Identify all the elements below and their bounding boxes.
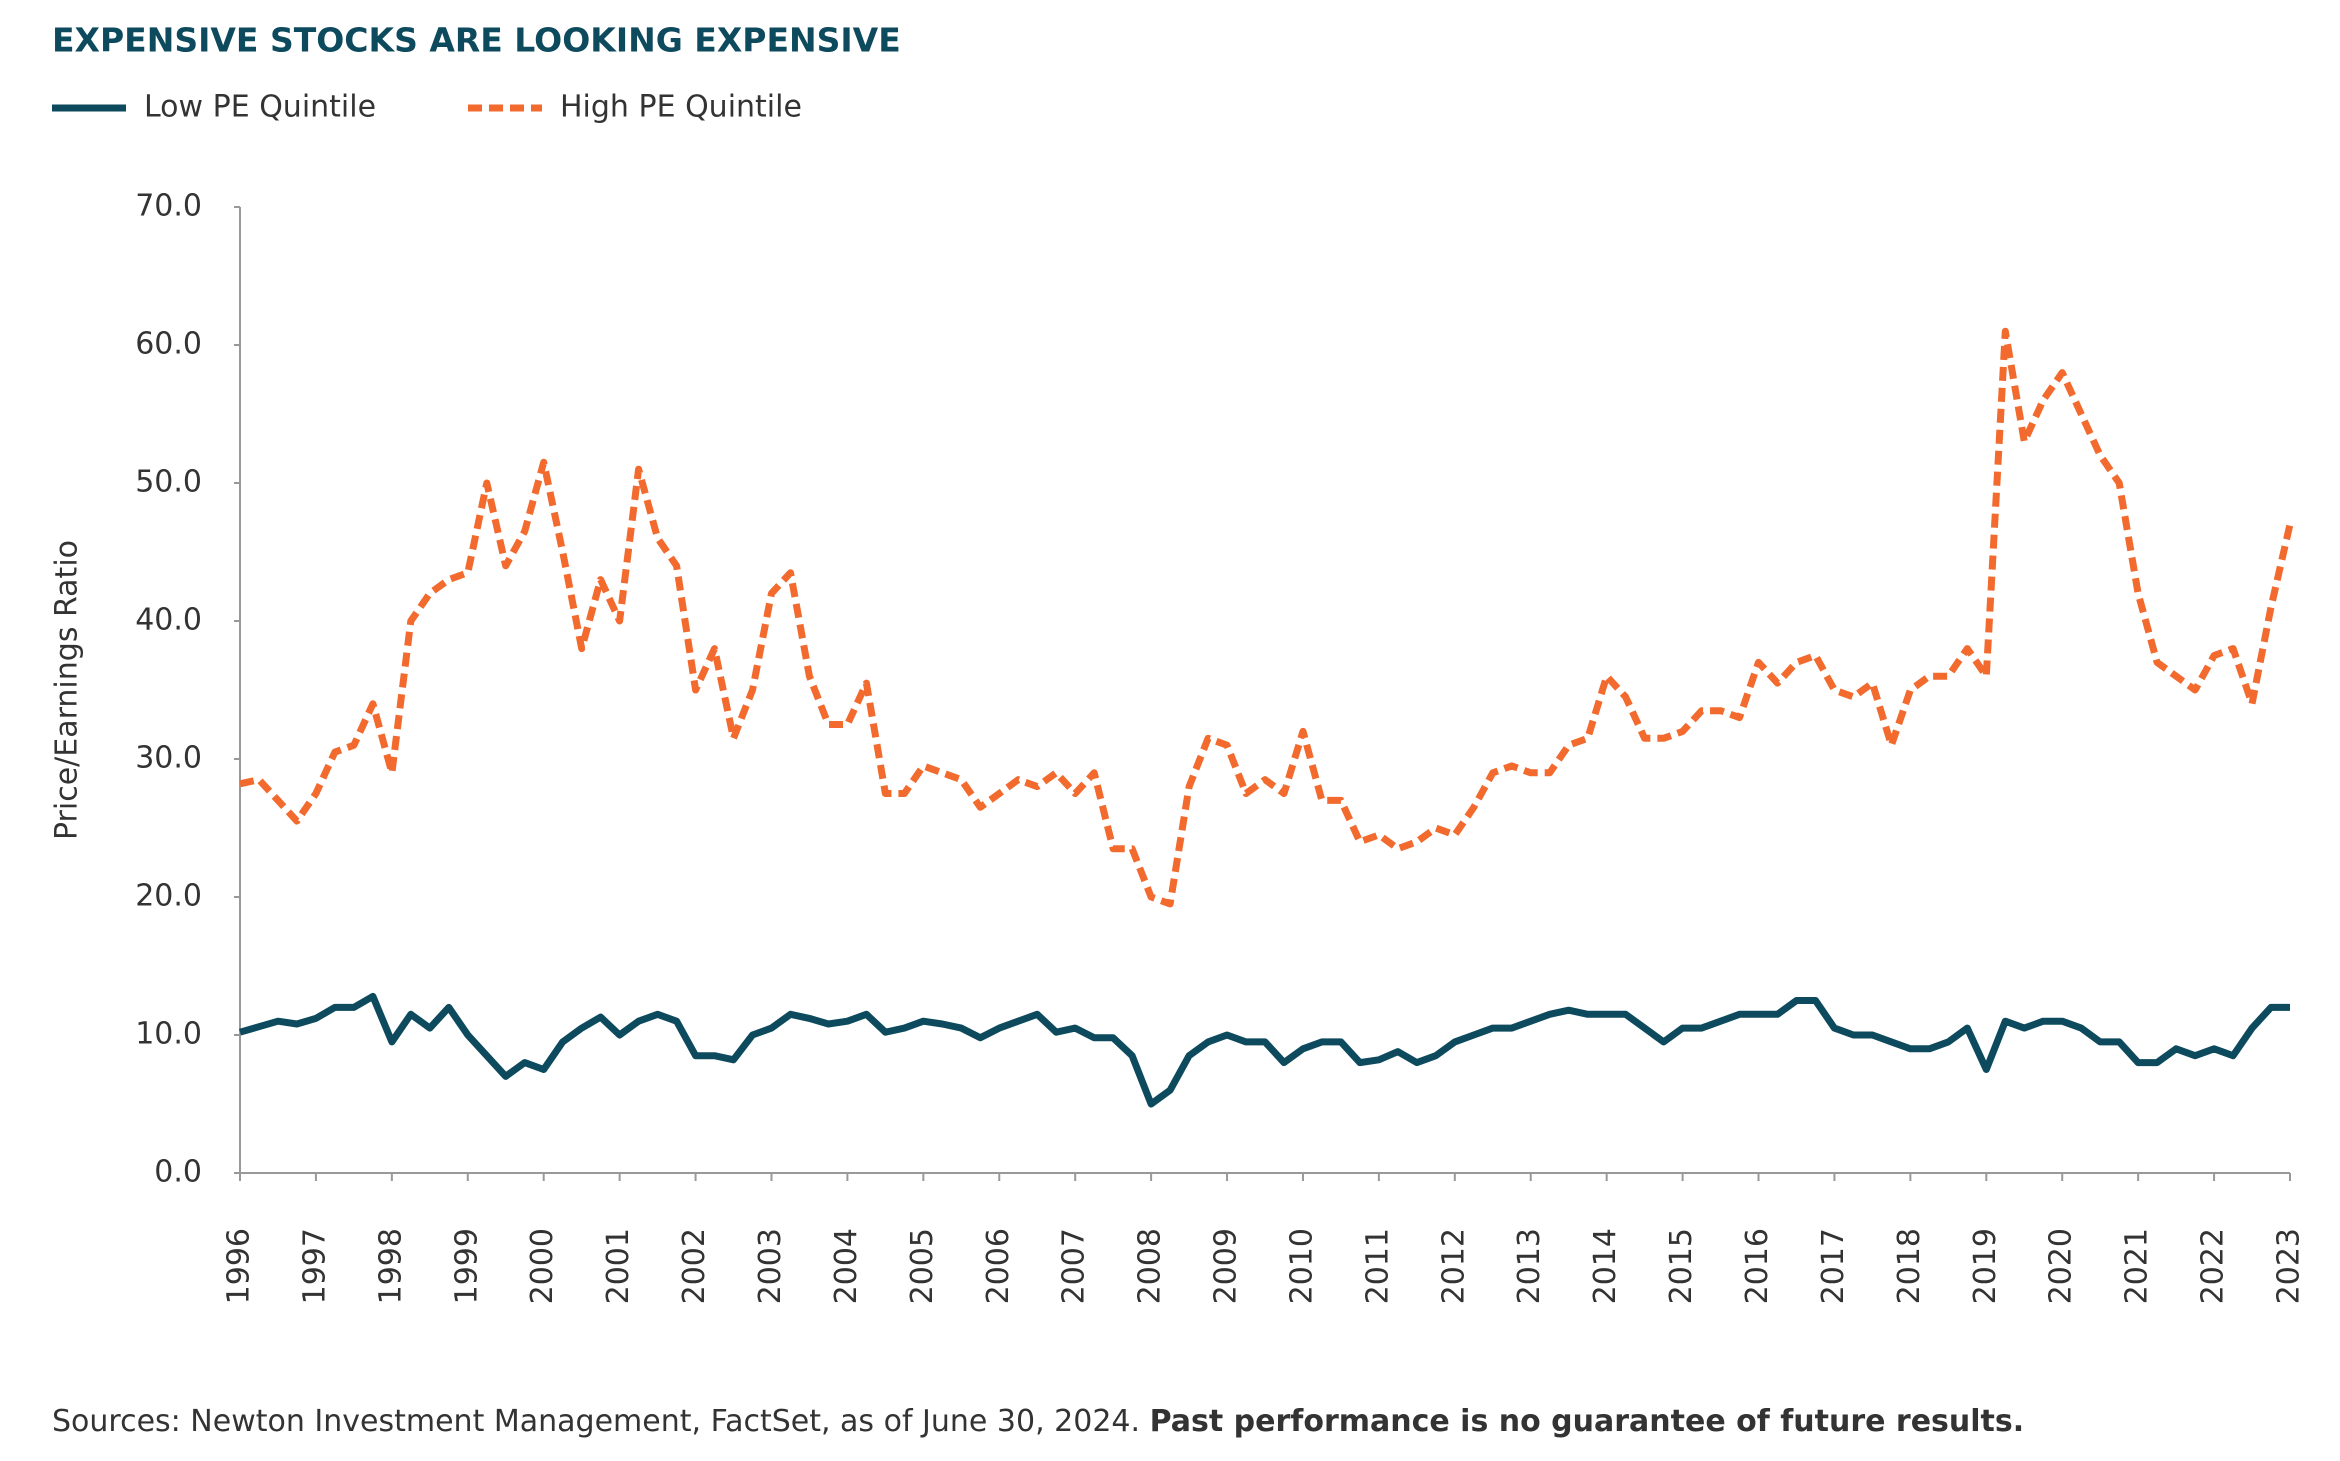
- source: Sources: Newton Investment Management, F…: [52, 1404, 1140, 1439]
- legend-label: High PE Quintile: [560, 90, 802, 125]
- x-tick-label: 2005: [905, 1228, 940, 1304]
- x-tick-label: 2017: [1816, 1228, 1851, 1304]
- chart-title: EXPENSIVE STOCKS ARE LOOKING EXPENSIVE: [52, 21, 901, 60]
- y-axis-label: Price/Earnings Ratio: [50, 540, 85, 840]
- x-tick-label: 2002: [677, 1228, 712, 1304]
- series-line: [239, 327, 2294, 908]
- series-line: [239, 992, 2290, 1108]
- x-tick-label: 2000: [525, 1228, 560, 1304]
- x-tick-label: 2021: [2120, 1228, 2155, 1304]
- x-tick-label: 2004: [829, 1228, 864, 1304]
- x-tick-label: 2011: [1360, 1228, 1395, 1304]
- x-tick-label: 2012: [1436, 1228, 1471, 1304]
- x-tick-label: 2019: [1968, 1228, 2003, 1304]
- x-tick-label: 2009: [1209, 1228, 1244, 1304]
- x-tick-label: 2015: [1664, 1228, 1699, 1304]
- x-tick-label: 1998: [373, 1228, 408, 1304]
- x-tick-label: 2023: [2272, 1228, 2307, 1304]
- y-tick-label: 50.0: [135, 465, 202, 500]
- x-tick-label: 2003: [753, 1228, 788, 1304]
- legend-label: Low PE Quintile: [144, 90, 376, 125]
- x-tick-label: 2006: [981, 1228, 1016, 1304]
- x-tick-label: 2010: [1284, 1228, 1319, 1304]
- y-tick-label: 10.0: [135, 1017, 202, 1052]
- x-tick-label: 1996: [222, 1228, 257, 1304]
- x-tick-label: 2013: [1512, 1228, 1547, 1304]
- x-tick-label: 2001: [601, 1228, 636, 1304]
- disclaimer: Past performance is no guarantee of futu…: [1150, 1404, 2025, 1439]
- x-tick-label: 2018: [1892, 1228, 1927, 1304]
- y-tick-label: 20.0: [135, 879, 202, 914]
- x-tick-label: 2022: [2196, 1228, 2231, 1304]
- y-tick-label: 40.0: [135, 603, 202, 638]
- x-tick-label: 2016: [1740, 1228, 1775, 1304]
- x-tick-label: 1999: [449, 1228, 484, 1304]
- y-tick-label: 0.0: [154, 1155, 202, 1190]
- y-tick-label: 60.0: [135, 327, 202, 362]
- x-tick-label: 1997: [297, 1228, 332, 1304]
- x-tick-label: 2008: [1133, 1228, 1168, 1304]
- y-tick-label: 70.0: [135, 189, 202, 224]
- x-tick-label: 2014: [1588, 1228, 1623, 1304]
- x-tick-label: 2020: [2044, 1228, 2079, 1304]
- y-tick-label: 30.0: [135, 741, 202, 776]
- footer: Sources: Newton Investment Management, F…: [52, 1404, 2024, 1439]
- x-tick-label: 2007: [1057, 1228, 1092, 1304]
